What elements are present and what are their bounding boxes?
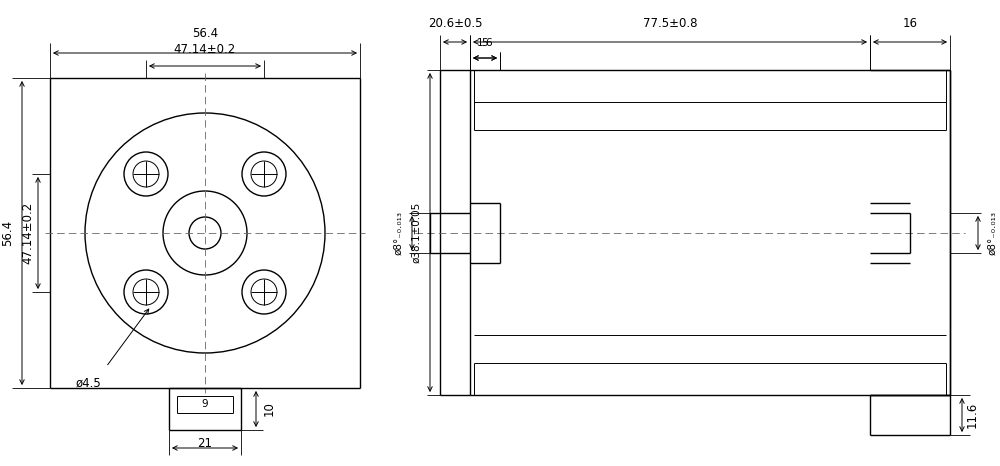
Text: 56.4: 56.4 [192,27,218,40]
Text: 9: 9 [202,399,208,409]
Text: 21: 21 [198,437,212,450]
Text: ø8°₋₀.₀₁₃: ø8°₋₀.₀₁₃ [393,211,403,255]
Text: 5: 5 [482,38,488,48]
Text: 20.6±0.5: 20.6±0.5 [428,17,482,30]
Text: ø8°₋₀.₀₁₃: ø8°₋₀.₀₁₃ [987,211,997,255]
Text: 77.5±0.8: 77.5±0.8 [643,17,697,30]
Text: 11.6: 11.6 [966,402,978,428]
Text: 47.14±0.2: 47.14±0.2 [22,202,34,264]
Text: ø38.1±0.05: ø38.1±0.05 [411,202,421,263]
Text: 16: 16 [902,17,918,30]
Text: 10: 10 [262,402,276,417]
Text: 47.14±0.2: 47.14±0.2 [174,43,236,56]
Text: ø4.5: ø4.5 [75,377,101,390]
Text: 56.4: 56.4 [1,220,14,246]
Text: 1.6: 1.6 [477,38,493,48]
